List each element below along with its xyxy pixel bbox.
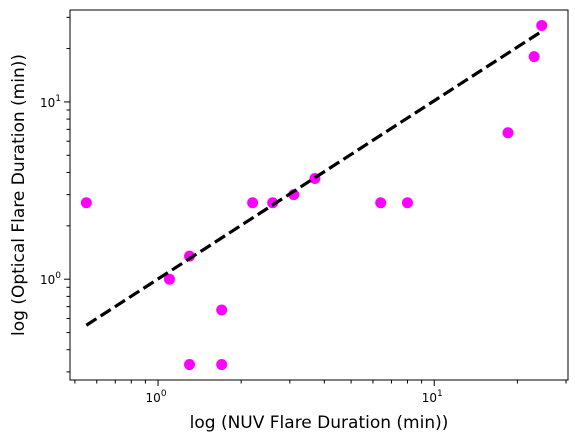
data-point	[528, 51, 540, 63]
data-point	[216, 359, 228, 371]
plot-frame	[69, 9, 569, 381]
y-axis-title: log (Optical Flare Duration (min))	[9, 54, 29, 336]
data-point	[80, 197, 92, 209]
data-point	[267, 197, 279, 209]
x-tick-label: 100	[146, 389, 167, 405]
data-point	[502, 127, 514, 139]
y-tick-label: 100	[40, 271, 61, 287]
data-point	[163, 273, 175, 285]
data-point	[247, 197, 259, 209]
axis-ticks: 100 101 100 101	[40, 16, 567, 405]
data-point	[536, 19, 548, 31]
y-tick-label: 101	[40, 94, 61, 110]
data-point	[216, 304, 228, 316]
x-axis-title: log (NUV Flare Duration (min))	[190, 413, 449, 433]
data-point	[375, 197, 387, 209]
x-tick-label: 101	[422, 389, 443, 405]
data-point	[184, 359, 196, 371]
fit-line	[85, 30, 543, 327]
data-point	[401, 197, 413, 209]
plot-marks	[80, 19, 548, 371]
